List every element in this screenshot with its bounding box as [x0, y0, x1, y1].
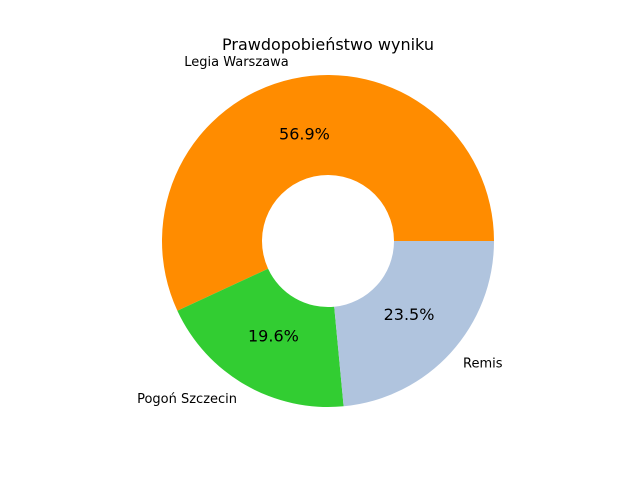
- chart-title: Prawdopobieństwo wyniku: [222, 35, 434, 54]
- slice-category-label: Remis: [463, 356, 503, 371]
- slice-pogo-szczecin: [177, 268, 344, 407]
- slice-legia-warszawa: [162, 74, 494, 311]
- slice-percent-label: 23.5%: [384, 305, 435, 324]
- slice-percent-label: 56.9%: [279, 125, 330, 144]
- slices-group: [162, 74, 494, 407]
- slice-category-label: Pogoń Szczecin: [137, 392, 237, 407]
- slice-category-label: Legia Warszawa: [184, 55, 288, 70]
- slice-remis: [334, 241, 494, 407]
- labels-group: 56.9% Legia Warszawa 19.6% Pogoń Szczecin 23…: [137, 55, 503, 407]
- slice-percent-label: 19.6%: [248, 326, 299, 345]
